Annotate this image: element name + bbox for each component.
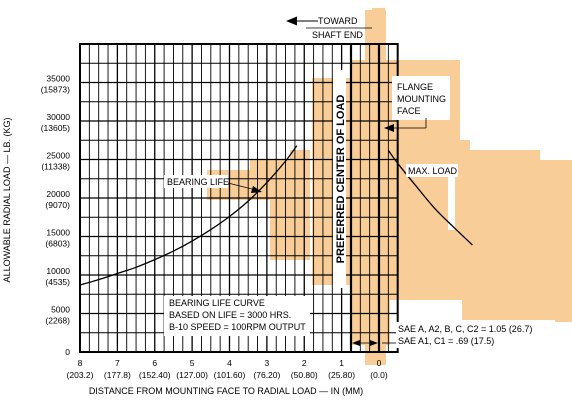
toward-shaft-annotation: TOWARD SHAFT END (286, 16, 372, 40)
max-load-label: MAX. LOAD (408, 166, 458, 176)
shaft-end-label: SHAFT END (312, 30, 363, 40)
x-tick-label: 5 (190, 358, 195, 368)
shaded-block-shaft (365, 10, 386, 365)
dim-left-arrow-icon (352, 340, 360, 346)
y-axis-title: ALLOWABLE RADIAL LOAD — LB. (KG) (2, 118, 12, 283)
flange-label-1: FLANGE (397, 82, 433, 92)
x-tick-label: 1 (339, 358, 344, 368)
plot-frame (79, 43, 399, 353)
x-axis-title: DISTANCE FROM MOUNTING FACE TO RADIAL LO… (89, 386, 363, 396)
x-tick-mm-label: (127.00) (176, 370, 208, 380)
flange-annotation: FLANGE MOUNTING FACE (384, 76, 450, 132)
x-tick-mm-label: (25.80) (328, 370, 355, 380)
y-tick-label: 10000 (46, 266, 70, 276)
y-tick-label: 5000 (51, 305, 70, 315)
max-load-annotation: MAX. LOAD (406, 164, 458, 177)
x-tick-mm-label: (50.80) (291, 370, 318, 380)
y-tick-label: 20000 (46, 189, 70, 199)
flange-label-3: FACE (397, 106, 421, 116)
flange-label-2: MOUNTING (397, 94, 446, 104)
sae-note-line-1: SAE A, A2, B, C, C2 = 1.05 (26.7) (398, 324, 532, 334)
y-tick-label: 15000 (46, 228, 70, 238)
y-tick-kg-label: (2268) (45, 316, 70, 326)
y-tick-label: 30000 (46, 112, 70, 122)
flange-arrow-icon (384, 124, 394, 132)
bearing-life-label: BEARING LIFE (167, 177, 229, 187)
y-tick-kg-label: (6803) (45, 239, 70, 249)
x-tick-mm-label: (177.8) (104, 370, 131, 380)
shaded-block-left (207, 150, 310, 260)
y-tick-kg-label: (13605) (41, 123, 70, 133)
preferred-center-label: PREFERRED CENTER OF LOAD (335, 95, 347, 264)
curve-note: BEARING LIFE CURVE BASED ON LIFE = 3000 … (164, 296, 310, 336)
offset-dimension (352, 340, 396, 346)
sae-note: SAE A, A2, B, C, C2 = 1.05 (26.7) SAE A1… (396, 322, 572, 348)
y-tick-label: 25000 (46, 151, 70, 161)
x-tick-mm-label: (76.20) (253, 370, 280, 380)
x-tick-label: 7 (115, 358, 120, 368)
shaded-block-right (455, 150, 572, 330)
dim-right-arrow-icon (370, 340, 378, 346)
y-tick-kg-label: (4535) (45, 277, 70, 287)
tick-labels: 8 (203.2) 7 (177.8) 6 (152.40) 5 (127.00) 4 (101.… (41, 74, 388, 381)
x-tick-mm-label: (203.2) (67, 370, 94, 380)
x-tick-mm-label: (101.60) (214, 370, 246, 380)
x-tick-label: 0 (377, 358, 382, 368)
max-load-curve (387, 149, 473, 246)
x-tick-label: 6 (152, 358, 157, 368)
preferred-center-annotation: PREFERRED CENTER OF LOAD (333, 70, 347, 288)
curve-note-line-3: B-10 SPEED = 100RPM OUTPUT (169, 322, 306, 332)
bearing-life-arrow-icon (251, 186, 262, 193)
y-tick-label: 35000 (46, 74, 70, 84)
curve-note-line-2: BASED ON LIFE = 3000 HRS. (169, 310, 291, 320)
x-tick-mm-label: (0.0) (370, 370, 388, 380)
x-tick-label: 2 (302, 358, 307, 368)
x-tick-label: 8 (78, 358, 83, 368)
left-arrow-icon (286, 16, 297, 26)
toward-label: TOWARD (318, 16, 358, 26)
bearing-life-curve (79, 145, 298, 286)
x-tick-label: 3 (265, 358, 270, 368)
series-group (79, 145, 473, 286)
y-tick-label: 0 (65, 347, 70, 357)
x-tick-mm-label: (152.40) (139, 370, 171, 380)
x-tick-label: 4 (227, 358, 232, 368)
y-tick-kg-label: (9070) (45, 200, 70, 210)
y-tick-kg-label: (15873) (41, 85, 70, 95)
sae-note-line-2: SAE A1, C1 = .69 (17.5) (398, 336, 494, 346)
bearing-life-annotation: BEARING LIFE (164, 175, 262, 193)
curve-note-line-1: BEARING LIFE CURVE (169, 298, 265, 308)
y-tick-kg-label: (11338) (41, 162, 70, 172)
